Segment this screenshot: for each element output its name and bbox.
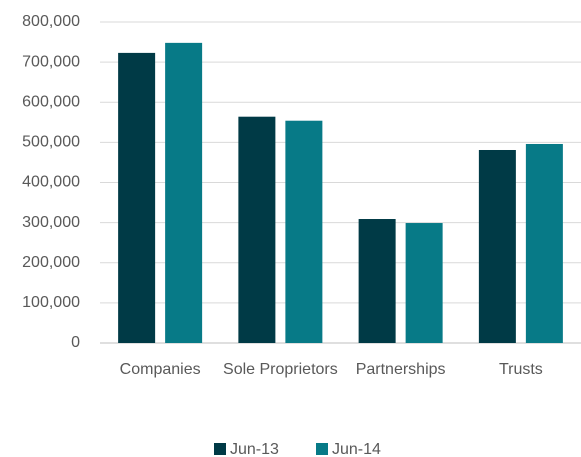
y-tick-label: 800,000 bbox=[22, 13, 80, 30]
y-tick-label: 400,000 bbox=[22, 174, 80, 191]
legend-swatch bbox=[214, 443, 226, 455]
y-tick-label: 0 bbox=[71, 334, 80, 351]
x-tick-label: Sole Proprietors bbox=[223, 361, 338, 378]
bar bbox=[405, 223, 443, 343]
x-tick-label: Trusts bbox=[498, 361, 543, 378]
y-tick-label: 600,000 bbox=[22, 93, 80, 110]
x-tick-label: Companies bbox=[119, 361, 201, 378]
y-tick-label: 700,000 bbox=[22, 53, 80, 70]
bar bbox=[358, 219, 396, 343]
bar bbox=[118, 52, 156, 344]
y-tick-label: 300,000 bbox=[22, 214, 80, 231]
bar bbox=[238, 116, 276, 343]
y-tick-label: 100,000 bbox=[22, 294, 80, 311]
bar bbox=[478, 149, 516, 343]
legend-label: Jun-13 bbox=[230, 441, 279, 457]
y-tick-label: 500,000 bbox=[22, 134, 80, 151]
bar bbox=[285, 120, 323, 344]
bar bbox=[525, 143, 563, 343]
y-tick-label: 200,000 bbox=[22, 254, 80, 271]
x-tick-label: Partnerships bbox=[355, 361, 446, 378]
legend-label: Jun-14 bbox=[332, 441, 381, 457]
legend-swatch bbox=[316, 443, 328, 455]
bar bbox=[165, 42, 203, 344]
